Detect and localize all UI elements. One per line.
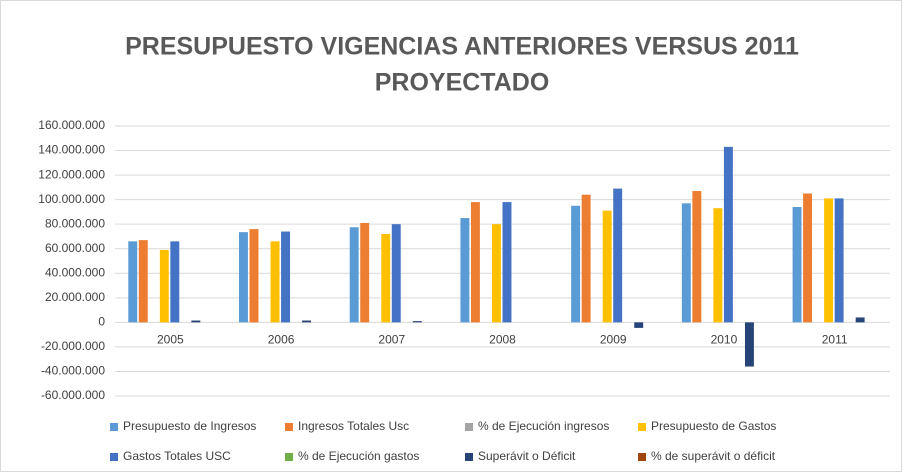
y-tick-label: 120.000.000	[38, 167, 105, 181]
bar	[602, 210, 612, 323]
legend-swatch	[110, 423, 118, 431]
x-tick-label: 2007	[378, 333, 405, 347]
bar	[834, 198, 844, 323]
legend-label: Presupuesto de Ingresos	[123, 419, 256, 433]
legend-label: Gastos Totales USC	[123, 449, 231, 463]
bar	[170, 241, 180, 323]
bar	[744, 322, 754, 367]
bar	[634, 322, 644, 328]
legend-swatch	[285, 453, 293, 461]
bar	[412, 321, 422, 323]
legend-label: Superávit o Déficit	[478, 449, 576, 463]
bar	[360, 222, 370, 323]
bar	[138, 240, 148, 323]
y-tick-label: -40.000.000	[41, 364, 105, 378]
x-tick-label: 2010	[711, 333, 738, 347]
bar	[470, 202, 480, 323]
legend-label: % de superávit o déficit	[651, 449, 776, 463]
bar	[723, 146, 733, 323]
bar	[128, 241, 138, 323]
bar	[855, 317, 865, 323]
y-tick-label: 100.000.000	[38, 192, 105, 206]
bar	[803, 193, 813, 323]
y-tick-label: -60.000.000	[41, 388, 105, 402]
legend-swatch	[285, 423, 293, 431]
x-tick-label: 2008	[489, 333, 516, 347]
y-tick-label: 80.000.000	[45, 216, 105, 230]
bar	[191, 320, 201, 323]
legend-swatch	[110, 453, 118, 461]
x-tick-label: 2005	[157, 333, 184, 347]
bar	[281, 231, 291, 323]
y-tick-label: 140.000.000	[38, 143, 105, 157]
y-tick-label: -20.000.000	[41, 339, 105, 353]
bar	[381, 234, 391, 323]
bar	[249, 229, 259, 323]
x-tick-label: 2009	[600, 333, 627, 347]
x-tick-label: 2006	[268, 333, 295, 347]
y-tick-label: 160.000.000	[38, 118, 105, 132]
chart-title: PROYECTADO	[375, 69, 550, 97]
bar	[239, 232, 248, 323]
y-tick-label: 60.000.000	[45, 241, 105, 255]
bar	[302, 320, 312, 323]
bar	[460, 218, 470, 323]
y-tick-label: 0	[98, 315, 105, 329]
y-tick-label: 20.000.000	[45, 290, 105, 304]
legend-swatch	[465, 423, 473, 431]
legend-swatch	[638, 453, 646, 461]
bar	[491, 224, 501, 323]
bar	[692, 191, 702, 323]
legend-label: Ingresos Totales Usc	[298, 419, 409, 433]
bar	[713, 208, 723, 323]
bar	[613, 188, 623, 323]
chart-title: PRESUPUESTO VIGENCIAS ANTERIORES VERSUS …	[125, 33, 799, 61]
bar	[159, 249, 169, 323]
y-tick-label: 40.000.000	[45, 265, 105, 279]
bar	[270, 241, 280, 323]
legend-label: Presupuesto de Gastos	[651, 419, 776, 433]
bar	[502, 202, 512, 323]
bar	[824, 198, 834, 323]
bar	[571, 205, 581, 323]
bar	[581, 194, 591, 323]
legend-swatch	[638, 423, 646, 431]
bar	[349, 227, 359, 323]
bar	[681, 203, 691, 323]
legend-label: % de Ejecución gastos	[298, 449, 419, 463]
bar	[391, 224, 401, 323]
legend-label: % de Ejecución ingresos	[478, 419, 609, 433]
legend-swatch	[465, 453, 473, 461]
x-tick-label: 2011	[822, 333, 848, 347]
bar	[792, 207, 802, 323]
